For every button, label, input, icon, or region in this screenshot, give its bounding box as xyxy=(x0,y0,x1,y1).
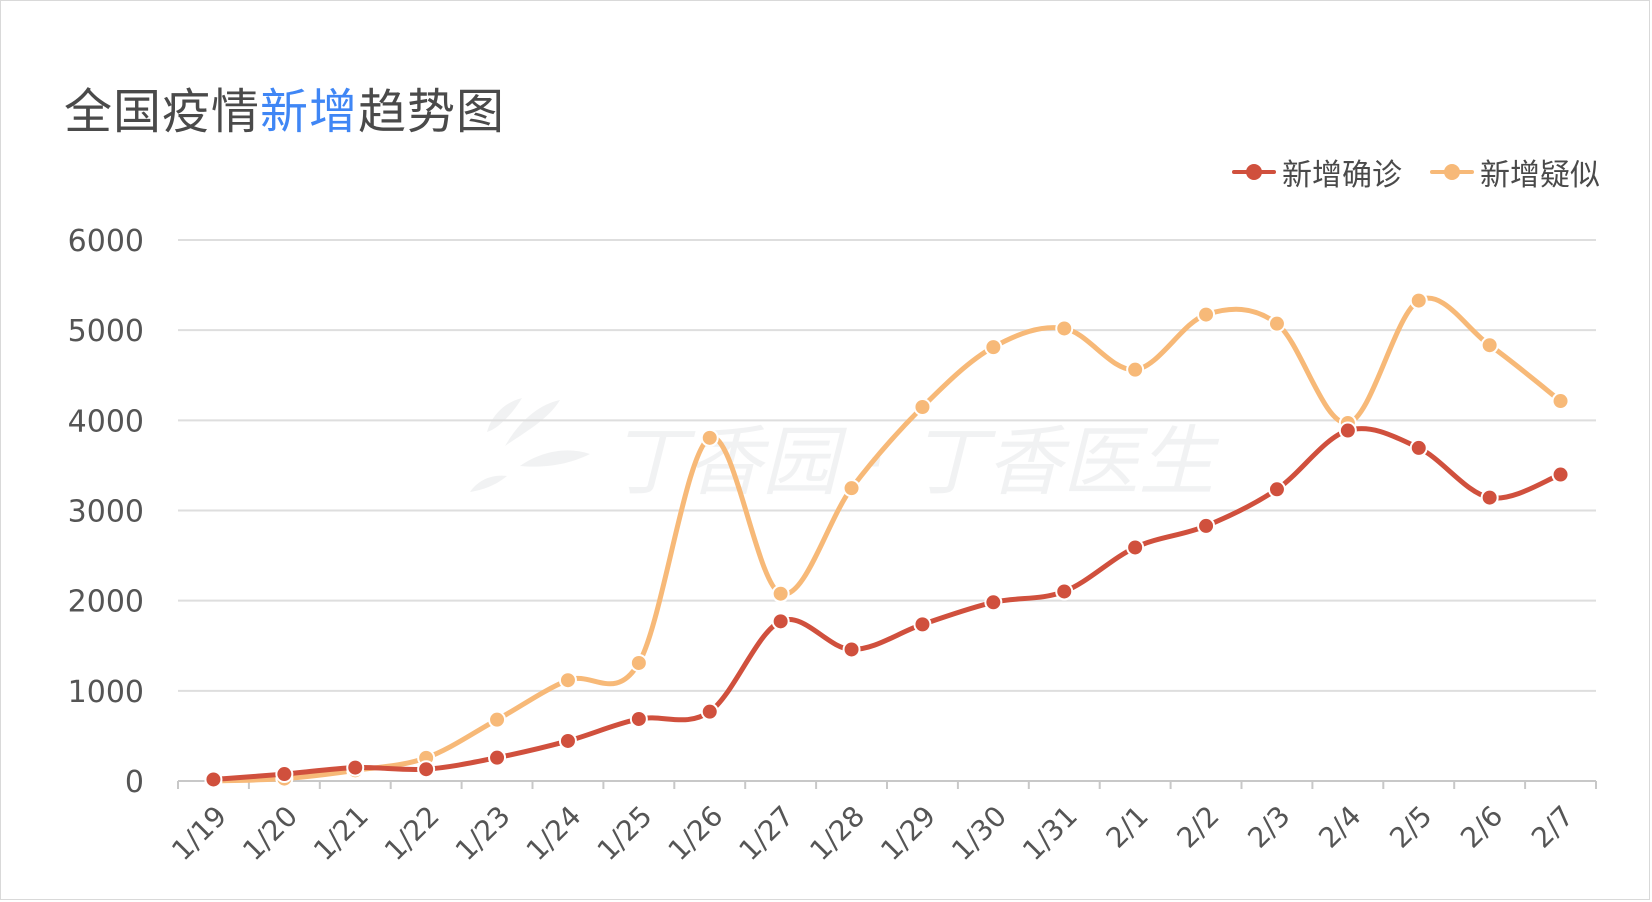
legend-swatch-suspected xyxy=(1430,164,1474,180)
series-line xyxy=(210,295,1564,784)
data-point xyxy=(700,702,719,721)
data-point xyxy=(913,397,932,416)
x-tick-label: 1/19 xyxy=(165,799,233,867)
data-point xyxy=(1409,438,1428,457)
y-tick-label: 3000 xyxy=(68,495,144,530)
data-point xyxy=(771,612,790,631)
data-point xyxy=(984,593,1003,612)
data-point xyxy=(1055,319,1074,338)
data-point xyxy=(1551,392,1570,411)
data-point xyxy=(1480,336,1499,355)
x-tick-label: 2/4 xyxy=(1312,799,1367,854)
data-point xyxy=(1126,538,1145,557)
data-point xyxy=(417,760,436,779)
data-point xyxy=(629,653,648,672)
y-tick-label: 5000 xyxy=(68,314,144,349)
data-point xyxy=(488,748,507,767)
x-tick-label: 1/20 xyxy=(236,799,304,867)
grid-lines xyxy=(178,239,1596,692)
x-tick-label: 1/29 xyxy=(874,799,942,867)
series-group xyxy=(204,291,1570,790)
data-point xyxy=(1197,305,1216,324)
x-axis: 1/19 1/20 1/21 1/22 1/23 1/24 1/25 1/26 1/27 1/28… xyxy=(165,780,1597,867)
series-suspected xyxy=(204,291,1570,790)
data-point xyxy=(1197,516,1216,535)
data-point xyxy=(913,615,932,634)
data-point xyxy=(275,765,294,784)
data-point xyxy=(1267,314,1286,333)
data-point xyxy=(842,640,861,659)
x-tick-label: 2/7 xyxy=(1525,799,1580,854)
x-tick-label: 1/31 xyxy=(1016,799,1084,867)
data-point xyxy=(1551,465,1570,484)
data-point xyxy=(1338,421,1357,440)
x-tick-label: 2/6 xyxy=(1454,799,1509,854)
title-suffix: 趋势图 xyxy=(358,84,506,140)
x-tick-label: 1/28 xyxy=(803,799,871,867)
data-point xyxy=(771,584,790,603)
chart-legend: 新增确诊 新增疑似 xyxy=(1232,150,1600,194)
legend-label-suspected: 新增疑似 xyxy=(1480,158,1600,193)
x-tick-label: 2/2 xyxy=(1171,799,1226,854)
x-tick-label: 1/27 xyxy=(733,799,801,867)
data-point xyxy=(629,709,648,728)
x-tick-label: 1/24 xyxy=(520,799,588,867)
data-point xyxy=(984,338,1003,357)
data-point xyxy=(1409,291,1428,310)
data-point xyxy=(842,479,861,498)
x-tick-label: 1/25 xyxy=(591,799,659,867)
legend-label-confirmed: 新增确诊 xyxy=(1282,158,1402,193)
y-tick-label: 0 xyxy=(125,765,144,800)
x-tick-label: 1/30 xyxy=(945,799,1013,867)
leaf-logo-icon xyxy=(470,398,590,492)
data-point xyxy=(1055,582,1074,601)
legend-item-confirmed: 新增确诊 xyxy=(1232,150,1402,194)
title-prefix: 全国疫情 xyxy=(64,84,261,140)
x-tick-label: 2/3 xyxy=(1241,799,1296,854)
data-point xyxy=(558,731,577,750)
data-point xyxy=(346,758,365,777)
y-tick-label: 4000 xyxy=(68,404,144,439)
series-confirmed xyxy=(204,421,1570,789)
legend-item-suspected: 新增疑似 xyxy=(1430,150,1600,194)
y-tick-label: 1000 xyxy=(68,675,144,710)
y-tick-label: 2000 xyxy=(68,585,144,620)
legend-swatch-confirmed xyxy=(1232,164,1276,180)
title-highlight: 新增 xyxy=(260,84,359,140)
data-point xyxy=(1480,488,1499,507)
data-point xyxy=(1267,480,1286,499)
data-point xyxy=(1126,360,1145,379)
x-tick-label: 1/21 xyxy=(307,799,375,867)
data-point xyxy=(488,710,507,729)
watermark-text: 丁香园 · 丁香医生 xyxy=(610,417,1219,506)
x-tick-label: 1/22 xyxy=(378,799,446,867)
x-tick-label: 1/23 xyxy=(449,799,517,867)
y-tick-label: 6000 xyxy=(68,224,144,259)
data-point xyxy=(558,671,577,690)
x-tick-label: 2/5 xyxy=(1383,799,1438,854)
chart-title: 全国疫情新增趋势图 xyxy=(64,72,505,142)
x-tick-label: 1/26 xyxy=(662,799,730,867)
data-point xyxy=(700,428,719,447)
data-point xyxy=(204,770,223,789)
y-axis: 0 1000 2000 3000 4000 5000 6000 xyxy=(68,224,144,800)
x-tick-label: 2/1 xyxy=(1100,799,1155,854)
